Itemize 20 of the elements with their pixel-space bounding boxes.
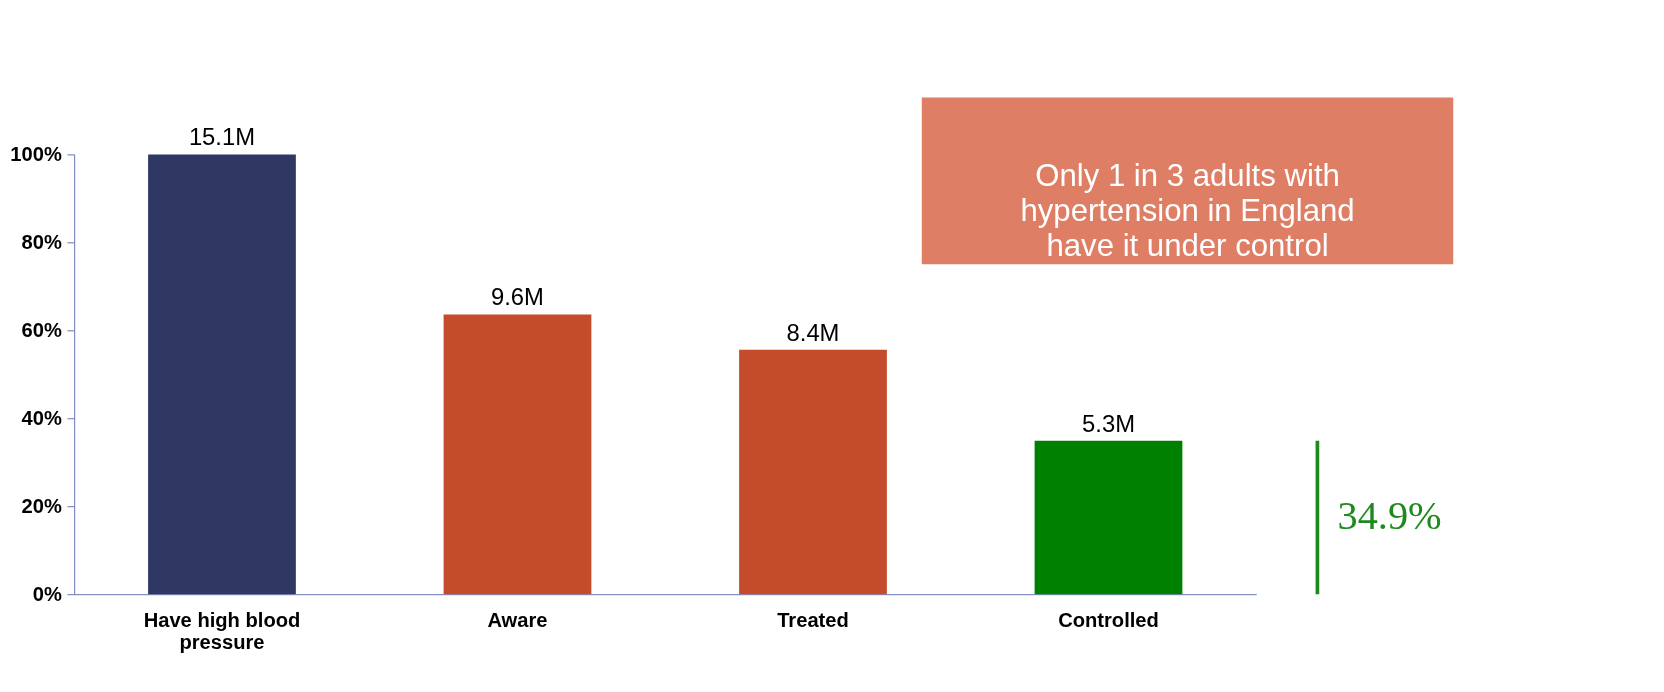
x-tick-label: Aware [487, 608, 548, 631]
text: 34.9% [1337, 493, 1442, 539]
bar [739, 349, 887, 595]
y-tick-label: 100% [10, 143, 62, 166]
annotation: 15.1M [188, 123, 256, 151]
x-tick-label: Have high blood pressure [143, 608, 301, 653]
annotation: 8.4M [786, 318, 840, 346]
x-tick-label: Treated [777, 608, 849, 631]
bar [443, 314, 592, 595]
bar [1034, 440, 1183, 595]
y-tick-label: 0% [32, 583, 62, 606]
y-tick-label: 80% [21, 231, 62, 254]
annotation: 5.3M [1082, 409, 1135, 437]
y-tick-label: 40% [21, 407, 62, 430]
x-tick-label: Controlled [1058, 608, 1159, 631]
annotation: Only 1 in 3 adults with hypertension in England have it under control [1020, 158, 1355, 264]
bar [148, 154, 296, 595]
y-tick-label: 20% [21, 495, 62, 518]
y-tick-label: 60% [21, 319, 62, 342]
annotation: 9.6M [491, 283, 544, 311]
